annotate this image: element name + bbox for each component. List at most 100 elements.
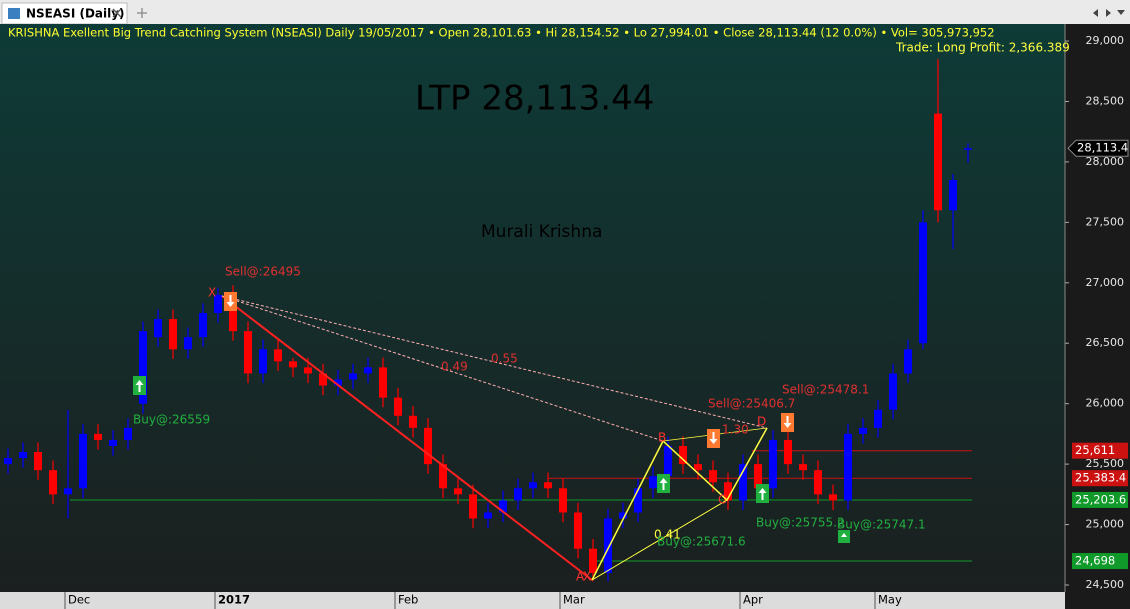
candle-body <box>529 482 537 489</box>
tab-bar <box>0 0 1130 24</box>
candle-body <box>919 222 927 344</box>
abcd-leg <box>591 427 768 581</box>
last-price-tag <box>1067 139 1129 157</box>
y-tick-label: 25,000 <box>1086 518 1125 531</box>
xb-line <box>221 295 664 442</box>
pattern-point: D <box>757 415 766 429</box>
candle-body <box>199 313 207 338</box>
candle-body <box>499 500 507 513</box>
candle-body <box>109 439 117 446</box>
candle-body <box>124 427 132 440</box>
annotation: Sell@:25478.1 <box>782 383 869 397</box>
candle-body <box>319 373 327 386</box>
level-tag <box>1072 553 1128 570</box>
annotation: 0.49 <box>441 360 468 374</box>
last-price-label: 28,113.4 <box>1077 141 1128 155</box>
x-tick-label: Dec <box>68 593 90 607</box>
candle-body <box>424 427 432 465</box>
candle-body <box>619 512 627 519</box>
tab-title: NSEASI (Daily) <box>26 7 125 21</box>
level-tag <box>1072 442 1128 459</box>
candle-body <box>889 373 897 410</box>
candle-body <box>514 488 522 501</box>
xd-line <box>221 295 768 429</box>
signals <box>133 292 850 543</box>
candle-body <box>709 470 717 483</box>
x-tick-label: May <box>878 593 902 607</box>
x-tick-label: Feb <box>398 593 418 607</box>
tab-close[interactable] <box>112 8 122 18</box>
candle-body <box>289 361 297 368</box>
candle-body <box>784 439 792 465</box>
annotation: Buy@:25671.6 <box>657 535 746 549</box>
pattern-point: A <box>576 570 585 584</box>
y-tick-label: 26,000 <box>1086 397 1125 410</box>
pattern-lines <box>221 295 768 581</box>
candle-body <box>214 294 222 314</box>
candle-body <box>934 113 942 211</box>
x-axis-area <box>0 592 1065 609</box>
y-tick-label: 25,500 <box>1086 457 1125 470</box>
candle-body <box>64 488 72 495</box>
level-label: 24,698 <box>1075 554 1115 568</box>
candle-body <box>244 331 252 374</box>
y-tick-label: 27,500 <box>1086 215 1125 228</box>
y-tick-label: 27,000 <box>1086 276 1125 289</box>
candle-body <box>814 470 822 495</box>
tab-scroll[interactable] <box>1093 9 1111 17</box>
candle-body <box>394 397 402 416</box>
candle-body <box>49 470 57 495</box>
candle-body <box>259 349 267 374</box>
candle-body <box>949 180 957 211</box>
candle-body <box>559 488 567 513</box>
candle-body <box>859 427 867 434</box>
candle-body <box>679 445 687 465</box>
level-label: 25,203.6 <box>1075 492 1126 506</box>
annotation: Buy@:26559 <box>133 413 210 427</box>
info-line: KRISHNA Exellent Big Trend Catching Syst… <box>8 26 995 40</box>
y-tick-label: 24,500 <box>1086 578 1125 591</box>
candle-body <box>964 148 972 150</box>
xa-leg <box>221 295 593 581</box>
candle-body <box>169 319 177 350</box>
pattern-point: X <box>583 570 591 584</box>
candle-body <box>139 331 147 404</box>
level-tag <box>1072 470 1128 487</box>
new-tab[interactable] <box>137 8 147 18</box>
y-tick-label: 26,500 <box>1086 336 1125 349</box>
candle-body <box>604 518 612 573</box>
candle-body <box>454 488 462 495</box>
annotation: 1.30 <box>722 423 749 437</box>
x-tick-label: Apr <box>743 593 763 607</box>
y-tick-label: 29,000 <box>1086 34 1125 47</box>
candle-body <box>94 433 102 440</box>
trade-note: Trade: Long Profit: 2,366.389 <box>895 41 1070 55</box>
annotation: Sell@:26495 <box>225 265 301 279</box>
level-label: 25,383.4 <box>1075 471 1126 485</box>
y-tick-label: 28,000 <box>1086 155 1125 168</box>
annotation: 0.41 <box>654 528 681 542</box>
candle-body <box>574 512 582 549</box>
candle-body <box>649 476 657 489</box>
tab-icon <box>8 8 20 19</box>
chart-subtitle: Murali Krishna <box>481 222 602 242</box>
candle-body <box>544 482 552 489</box>
annotation: Buy@:25755.2 <box>756 516 845 530</box>
candle-body <box>484 512 492 519</box>
candle-body <box>79 433 87 489</box>
candle-body <box>154 319 162 338</box>
pattern-point: B <box>658 431 666 445</box>
candle-body <box>304 367 312 374</box>
tab-menu[interactable] <box>1117 10 1125 15</box>
candle-body <box>334 379 342 386</box>
candle-body <box>694 464 702 471</box>
candle-body <box>799 464 807 471</box>
candle-body <box>769 439 777 489</box>
candle-body <box>844 433 852 501</box>
candle-body <box>349 373 357 380</box>
annotation: Sell@:25406.7 <box>708 397 795 411</box>
candle-body <box>439 464 447 489</box>
candle-body <box>184 337 192 350</box>
annotation: 0.55 <box>491 352 518 366</box>
